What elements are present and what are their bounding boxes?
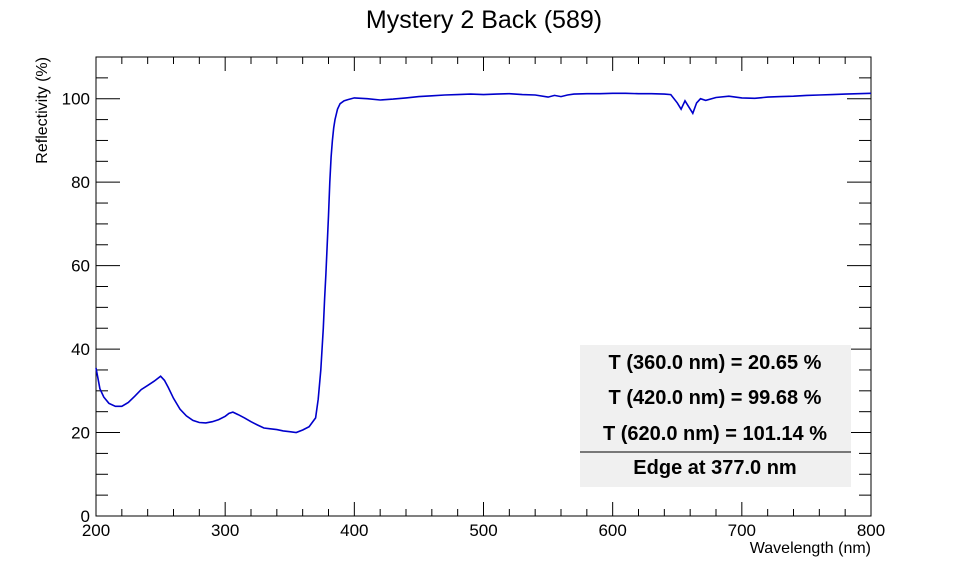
x-axis-tick-labels: 200 300 400 500 600 700 800 [82,521,885,540]
chart-title: Mystery 2 Back (589) [366,6,602,34]
stat-line-620nm: T (620.0 nm) = 101.14 % [603,423,827,445]
stat-line-edge: Edge at 377.0 nm [633,457,796,479]
y-tick-label: 0 [81,507,90,526]
stat-line-360nm: T (360.0 nm) = 20.65 % [609,352,822,374]
y-axis-ticks [96,56,871,517]
x-tick-label: 600 [598,521,626,540]
y-tick-label: 40 [71,340,90,359]
stats-box-background [580,345,851,487]
y-axis-tick-labels: 0 20 40 60 80 100 [62,90,90,526]
y-tick-label: 80 [71,173,90,192]
x-axis-ticks [95,57,872,516]
x-tick-label: 300 [211,521,239,540]
x-tick-label: 400 [340,521,368,540]
y-axis-title: Reflectivity (%) [34,57,51,164]
x-axis-title: Wavelength (nm) [750,540,871,557]
y-tick-label: 100 [62,90,90,109]
reflectivity-series-line [95,92,872,434]
stat-line-420nm: T (420.0 nm) = 99.68 % [609,387,822,409]
y-tick-label: 60 [71,257,90,276]
x-tick-label: 200 [82,521,110,540]
x-tick-label: 500 [469,521,497,540]
x-tick-label: 800 [857,521,885,540]
x-tick-label: 700 [728,521,756,540]
stats-box: T (360.0 nm) = 20.65 % T (420.0 nm) = 99… [580,345,851,487]
y-tick-label: 20 [71,424,90,443]
